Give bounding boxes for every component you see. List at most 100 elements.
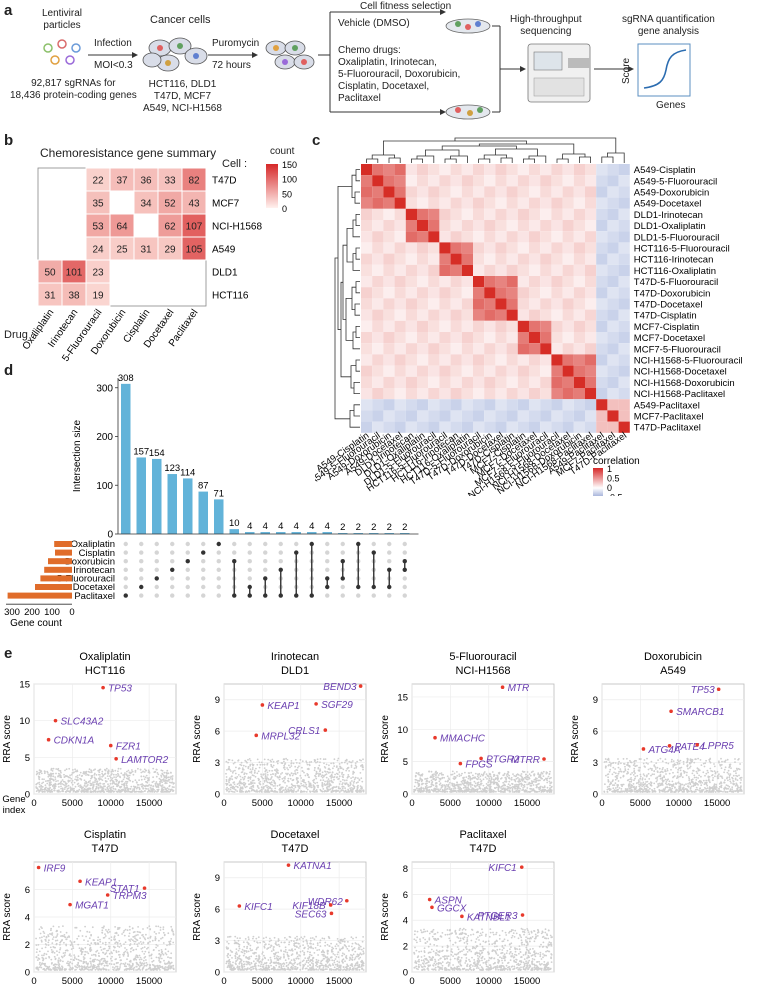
heatmap-b-row-MCF7: MCF7 bbox=[212, 199, 240, 210]
rra-gene-label-5-0: KATNA1 bbox=[293, 861, 331, 872]
corr-cell-7-18 bbox=[562, 242, 574, 254]
corr-cell-20-20 bbox=[585, 388, 597, 400]
upset-ytick-0: 0 bbox=[107, 530, 113, 541]
corr-cell-6-16 bbox=[540, 231, 552, 243]
matrix-dot-8-0 bbox=[247, 541, 252, 547]
rra-gene-label-0-1: SLC43A2 bbox=[60, 717, 103, 728]
corr-legend-bar bbox=[593, 468, 603, 496]
corr-cell-11-21 bbox=[596, 287, 608, 299]
matrix-dot-1-6 bbox=[139, 593, 144, 598]
matrix-dot-7-1 bbox=[232, 550, 237, 555]
corr-cell-5-15 bbox=[529, 220, 541, 232]
corr-cell-0-23 bbox=[618, 164, 630, 176]
corr-cell-23-0 bbox=[361, 421, 373, 433]
rra-plot-5-Fluorouracil: 5-Fluorouracil NCI-H1568 0 5 10 15 0 5000 10000 1… bbox=[380, 651, 555, 809]
dendro-link-t16 bbox=[607, 152, 625, 163]
heatmap-b-row-T47D: T47D bbox=[212, 176, 236, 187]
corr-cell-14-1 bbox=[372, 320, 384, 332]
heatmap-b-value-1-4: 34 bbox=[140, 199, 152, 210]
rra-gene-label-6-4: PTGER3 bbox=[478, 911, 518, 922]
rra-xtick-2-0: 0 bbox=[409, 798, 414, 809]
corr-cell-11-19 bbox=[573, 287, 585, 299]
corr-cell-2-8 bbox=[450, 186, 462, 198]
corr-cell-10-16 bbox=[540, 276, 552, 288]
heatmap-b-value-2-2: 53 bbox=[92, 222, 104, 233]
corr-cell-21-0 bbox=[361, 399, 373, 411]
corr-cell-1-11 bbox=[484, 175, 496, 187]
corr-cell-6-22 bbox=[607, 231, 619, 243]
corr-cell-20-9 bbox=[461, 388, 473, 400]
matrix-dot-18-1 bbox=[402, 550, 407, 555]
corr-cell-0-3 bbox=[394, 164, 406, 176]
left-dendrogram bbox=[334, 169, 360, 428]
corr-cell-17-17 bbox=[551, 354, 563, 366]
corr-cell-16-1 bbox=[372, 343, 384, 355]
corr-cell-13-20 bbox=[585, 309, 597, 321]
corr-cell-13-11 bbox=[484, 309, 496, 321]
corr-cell-19-8 bbox=[450, 376, 462, 388]
corr-cell-6-5 bbox=[417, 231, 429, 243]
rra-gene-point-3-2 bbox=[641, 747, 646, 751]
corr-cell-21-10 bbox=[473, 399, 485, 411]
corr-cell-3-9 bbox=[461, 197, 473, 209]
panel-b-letter: b bbox=[4, 132, 14, 149]
corr-cell-3-3 bbox=[394, 197, 406, 209]
corr-cell-2-9 bbox=[461, 186, 473, 198]
matrix-dot-6-6 bbox=[216, 593, 221, 598]
corr-cell-1-3 bbox=[394, 175, 406, 187]
corr-legend-tick-3: -0.5 bbox=[607, 493, 623, 497]
corr-cell-12-3 bbox=[394, 298, 406, 310]
matrix-dot-9-0 bbox=[263, 541, 268, 547]
corr-cell-4-11 bbox=[484, 208, 496, 220]
rra-ytick-2-5: 5 bbox=[403, 757, 408, 768]
corr-cell-19-18 bbox=[562, 376, 574, 388]
corr-cell-21-17 bbox=[551, 399, 563, 411]
rra-gene-point-3-1 bbox=[669, 709, 673, 714]
count-legend-tick-0: 0 bbox=[282, 204, 287, 214]
corr-cell-7-13 bbox=[506, 242, 518, 254]
matrix-dot-8-1 bbox=[247, 550, 252, 555]
corr-cell-0-21 bbox=[596, 164, 608, 176]
rra-ytick-1-3: 3 bbox=[215, 758, 220, 769]
corr-cell-3-0 bbox=[361, 197, 373, 209]
rra-plot-title-2: 5-Fluorouracil bbox=[449, 651, 516, 663]
corr-row-label-2: A549-Doxorubicin bbox=[634, 188, 710, 199]
corr-cell-8-5 bbox=[417, 253, 429, 265]
set-label-Docetaxel: Docetaxel bbox=[73, 582, 115, 593]
corr-row-label-10: T47D-5-Fluorouracil bbox=[634, 277, 718, 288]
corr-cell-11-20 bbox=[585, 287, 597, 299]
intersection-value-15: 2 bbox=[356, 522, 361, 533]
corr-cell-4-14 bbox=[517, 208, 529, 220]
corr-cell-14-20 bbox=[585, 320, 597, 332]
corr-cell-22-10 bbox=[473, 410, 485, 422]
rra-ytick-2-15: 15 bbox=[397, 692, 408, 703]
corr-cell-10-18 bbox=[562, 276, 574, 288]
corr-cell-2-21 bbox=[596, 186, 608, 198]
corr-cell-19-14 bbox=[517, 376, 529, 388]
dendro-link-l5 bbox=[355, 247, 360, 260]
corr-cell-8-3 bbox=[394, 253, 406, 265]
chemo-dish-icon bbox=[445, 104, 491, 120]
rra-gene-point-1-4 bbox=[323, 728, 328, 732]
rra-gene-label-4-4: MGAT1 bbox=[75, 901, 109, 912]
corr-cell-4-3 bbox=[394, 208, 406, 220]
corr-cell-10-0 bbox=[361, 276, 373, 288]
rra-gene-label-3-4: LPPR5 bbox=[702, 741, 734, 752]
matrix-dot-2-3 bbox=[154, 567, 159, 572]
matrix-dot-13-2 bbox=[325, 559, 330, 564]
rra-ytick-6-4: 4 bbox=[403, 916, 408, 927]
dendro-link-t12 bbox=[556, 158, 569, 163]
corr-cell-2-0 bbox=[361, 186, 373, 198]
corr-cell-2-15 bbox=[529, 186, 541, 198]
corr-cell-14-11 bbox=[484, 320, 496, 332]
corr-cell-6-1 bbox=[372, 231, 384, 243]
rra-xtick-3-5000: 5000 bbox=[630, 798, 651, 809]
corr-cell-16-20 bbox=[585, 343, 597, 355]
corr-cell-12-0 bbox=[361, 298, 373, 310]
corr-cell-16-15 bbox=[529, 343, 541, 355]
rra-plot-Cisplatin: Cisplatin T47D 0 2 4 6 0 5000 10000 15000 RRA scor… bbox=[2, 829, 177, 987]
matrix-dot-17-2 bbox=[387, 559, 392, 564]
corr-cell-0-15 bbox=[529, 164, 541, 176]
corr-cell-2-7 bbox=[439, 186, 451, 198]
rra-gene-label-2-0: MTR bbox=[508, 683, 530, 694]
